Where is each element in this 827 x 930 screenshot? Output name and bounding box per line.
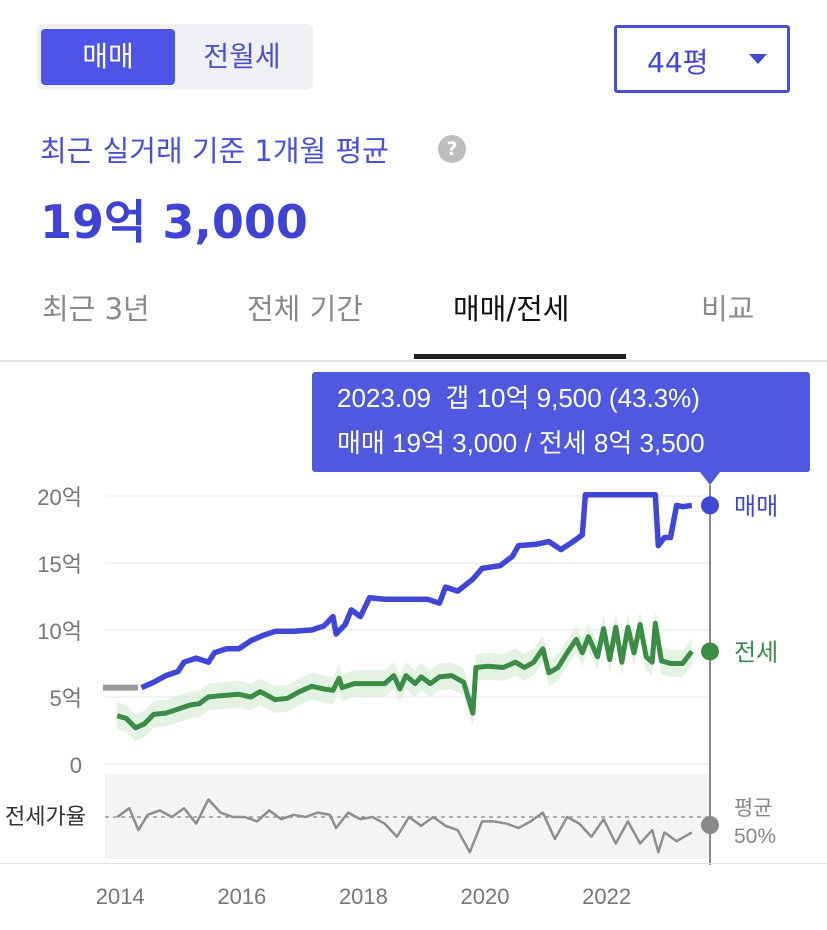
jeonse-end-point (701, 642, 719, 661)
price-chart: 0 5억 10억 15억 20억 2014 2016 2018 2020 2022 매매전세평균… (5, 372, 810, 909)
tooltip-line-1: 2023.09 갭 10억 9,500 (43.3%) (337, 383, 700, 413)
size-dropdown[interactable]: 44평 (614, 25, 790, 93)
size-value: 44평 (647, 46, 709, 79)
y-tick-label: 10억 (37, 619, 82, 644)
trade-type-toggle: 매매 전월세 (37, 24, 313, 90)
chart-tooltip: 2023.09 갭 10억 9,500 (43.3%) 매매 19억 3,000… (312, 372, 810, 485)
ratio-average-label: 평균 (734, 797, 773, 820)
jeonse-series-label: 전세 (734, 639, 778, 666)
x-axis-labels: 2014 2016 2018 2020 2022 (96, 884, 631, 909)
y-tick-label: 20억 (37, 485, 82, 510)
x-tick-label: 2022 (582, 884, 631, 909)
sale-toggle-button[interactable]: 매매 (41, 29, 175, 85)
tab-sale-jeonse[interactable]: 매매/전세 (453, 292, 570, 326)
active-tab-indicator (414, 354, 626, 359)
y-tick-label: 0 (70, 753, 82, 778)
sale-end-point (701, 496, 719, 515)
tab-compare[interactable]: 비교 (701, 292, 755, 326)
gridlines (105, 495, 710, 765)
ratio-average-value: 50% (734, 825, 776, 848)
x-tick-label: 2020 (461, 884, 510, 909)
tab-all-period[interactable]: 전체 기간 (247, 292, 363, 326)
sale-series-label: 매매 (734, 493, 778, 520)
ratio-line (116, 798, 693, 854)
chart-divider (0, 863, 827, 864)
y-tick-label: 5억 (50, 686, 82, 711)
x-tick-label: 2016 (217, 884, 266, 909)
tooltip-box (312, 372, 810, 472)
sale-line (140, 491, 693, 691)
x-tick-label: 2018 (339, 884, 388, 909)
tooltip-pointer (700, 472, 720, 485)
series-layer (103, 491, 710, 854)
x-tick-label: 2014 (96, 884, 145, 909)
average-price: 19억 3,000 (40, 195, 308, 249)
ratio-axis-label: 전세가율 (5, 804, 86, 829)
tab-recent-3-years[interactable]: 최근 3년 (42, 292, 150, 326)
y-axis-labels: 0 5억 10억 15억 20억 (37, 485, 82, 778)
price-subtitle: 최근 실거래 기준 1개월 평균 (40, 134, 389, 168)
help-icon[interactable]: ? (438, 135, 466, 163)
jeonse-toggle-button[interactable]: 전월세 (203, 40, 281, 73)
ratio-end-point (701, 816, 719, 834)
period-tabs: 최근 3년 전체 기간 매매/전세 비교 (0, 270, 827, 362)
tooltip-line-2: 매매 19억 3,000 / 전세 8억 3,500 (337, 428, 705, 458)
jeonse-line (116, 620, 694, 731)
chevron-down-icon (749, 54, 767, 64)
y-tick-label: 15억 (37, 552, 82, 577)
